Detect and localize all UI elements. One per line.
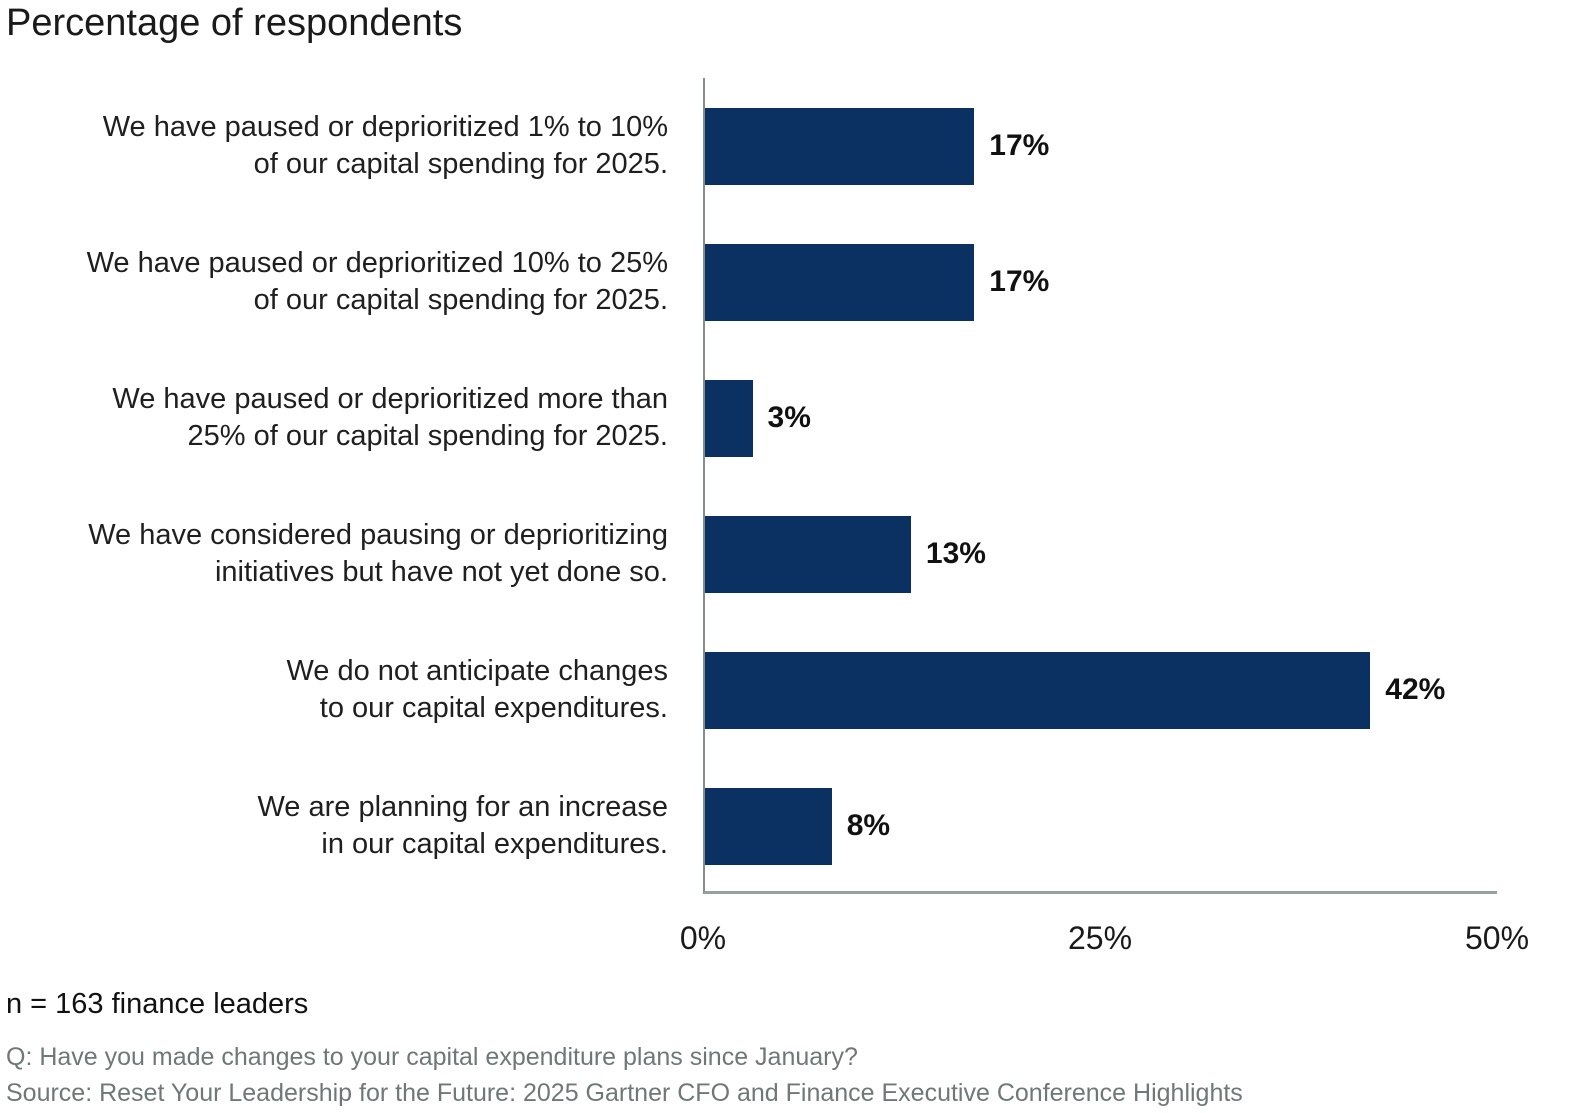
category-label: We have paused or deprioritized 10% to 2… <box>86 247 668 316</box>
bar-row: 3% <box>705 350 1497 486</box>
category-label-column: We have paused or deprioritized 1% to 10… <box>0 78 668 894</box>
x-axis-tick-label: 25% <box>1067 920 1133 956</box>
bar <box>705 379 753 457</box>
bar-row: 17% <box>705 78 1497 214</box>
category-label: We do not anticipate changes to our capit… <box>286 655 668 724</box>
category-row: We have paused or deprioritized 10% to 2… <box>0 214 668 350</box>
category-row: We do not anticipate changes to our capit… <box>0 622 668 758</box>
x-axis-tick-label: 50% <box>1464 920 1530 956</box>
bar <box>705 515 911 593</box>
chart-title: Percentage of respondents <box>6 2 463 44</box>
category-label: We have considered pausing or deprioriti… <box>88 519 668 588</box>
category-label: We have paused or deprioritized 1% to 10… <box>102 111 668 180</box>
x-axis-ticks: 0% 25% 50% <box>680 920 1529 964</box>
survey-question-note: Q: Have you made changes to your capital… <box>6 1043 858 1071</box>
category-row: We have paused or deprioritized more tha… <box>0 350 668 486</box>
bar <box>705 107 975 185</box>
value-label: 17% <box>989 265 1050 298</box>
category-label: We have paused or deprioritized more tha… <box>112 383 668 452</box>
value-label: 17% <box>989 129 1050 162</box>
bar-row: 13% <box>705 486 1497 622</box>
plot-area: 17% 17% 3% 13% 42% 8% <box>703 78 1497 894</box>
value-label: 13% <box>925 537 986 570</box>
value-label: 8% <box>846 809 891 842</box>
value-label: 42% <box>1385 673 1446 706</box>
bar <box>705 787 832 865</box>
category-row: We have paused or deprioritized 1% to 10… <box>0 78 668 214</box>
bar-row: 17% <box>705 214 1497 350</box>
category-row: We are planning for an increase in our ca… <box>0 758 668 894</box>
bar-row: 42% <box>705 622 1497 758</box>
value-label: 3% <box>767 401 811 434</box>
bar <box>705 243 975 321</box>
bar <box>705 651 1371 729</box>
x-axis-tick-label: 0% <box>679 920 727 956</box>
category-row: We have considered pausing or deprioriti… <box>0 486 668 622</box>
bar-row: 8% <box>705 758 1497 894</box>
category-label: We are planning for an increase in our ca… <box>257 791 668 860</box>
source-note: Source: Reset Your Leadership for the Fu… <box>6 1079 1243 1107</box>
sample-size-note: n = 163 finance leaders <box>6 988 309 1020</box>
